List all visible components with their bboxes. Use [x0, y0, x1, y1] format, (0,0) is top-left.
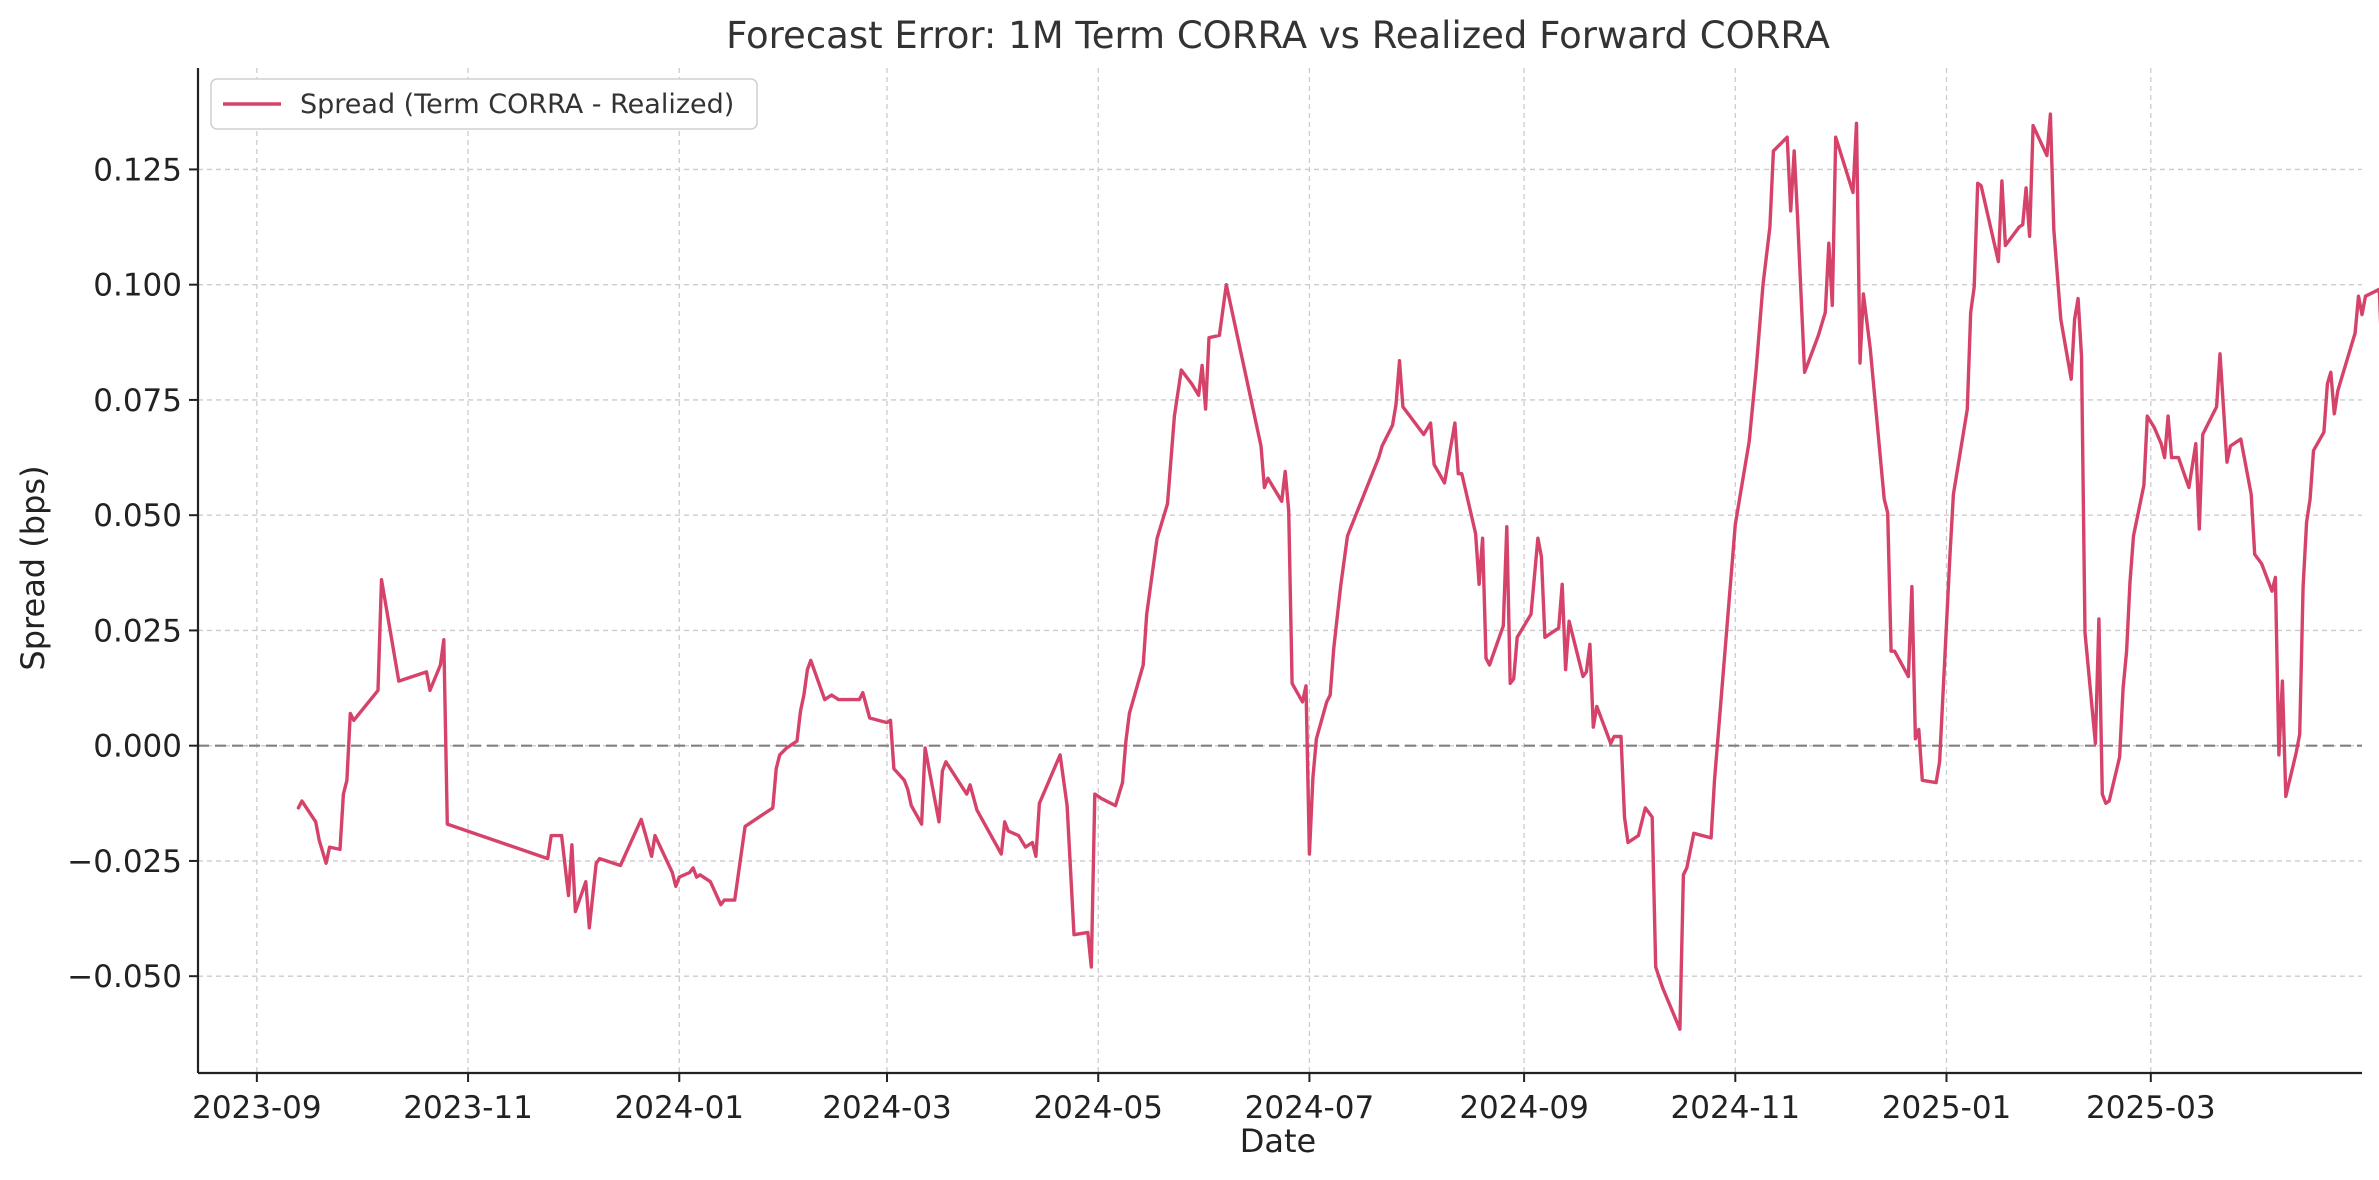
y-axis-ticks: −0.050 −0.025 0.000 0.025 0.050 0.075 0.100 0.1… [67, 152, 198, 995]
y-tick-label: 0.100 [93, 268, 182, 304]
y-tick-label: 0.125 [93, 152, 182, 188]
x-tick-label: 2024-01 [615, 1090, 745, 1126]
x-tick-label: 2023-11 [403, 1090, 533, 1126]
x-tick-label: 2024-03 [822, 1090, 952, 1126]
y-tick-label: −0.050 [67, 959, 182, 995]
x-axis-label: Date [1240, 1122, 1316, 1160]
x-tick-label: 2023-09 [192, 1090, 322, 1126]
x-tick-label: 2025-03 [2086, 1090, 2216, 1126]
series-group [296, 112, 2379, 1031]
chart-title: Forecast Error: 1M Term CORRA vs Realize… [726, 14, 1830, 57]
y-tick-label: −0.025 [67, 844, 182, 880]
x-tick-label: 2024-07 [1245, 1090, 1375, 1126]
legend: Spread (Term CORRA - Realized) [210, 78, 758, 130]
y-tick-label: 0.050 [93, 498, 182, 534]
y-tick-label: 0.025 [93, 613, 182, 649]
x-gridlines [256, 68, 2152, 1073]
x-tick-label: 2024-05 [1033, 1090, 1163, 1126]
legend-box [210, 78, 758, 130]
y-gridlines [198, 168, 2362, 977]
spread-series-line [296, 112, 2379, 1031]
legend-label: Spread (Term CORRA - Realized) [300, 89, 734, 120]
x-axis-ticks: 2023-09 2023-11 2024-01 2024-03 2024-05 2024-… [192, 1073, 2216, 1126]
y-tick-label: 0.000 [93, 729, 182, 765]
x-tick-label: 2024-11 [1671, 1090, 1801, 1126]
y-axis-label: Spread (bps) [14, 465, 52, 670]
x-tick-label: 2025-01 [1882, 1090, 2012, 1126]
y-tick-label: 0.075 [93, 383, 182, 419]
x-tick-label: 2024-09 [1459, 1090, 1589, 1126]
